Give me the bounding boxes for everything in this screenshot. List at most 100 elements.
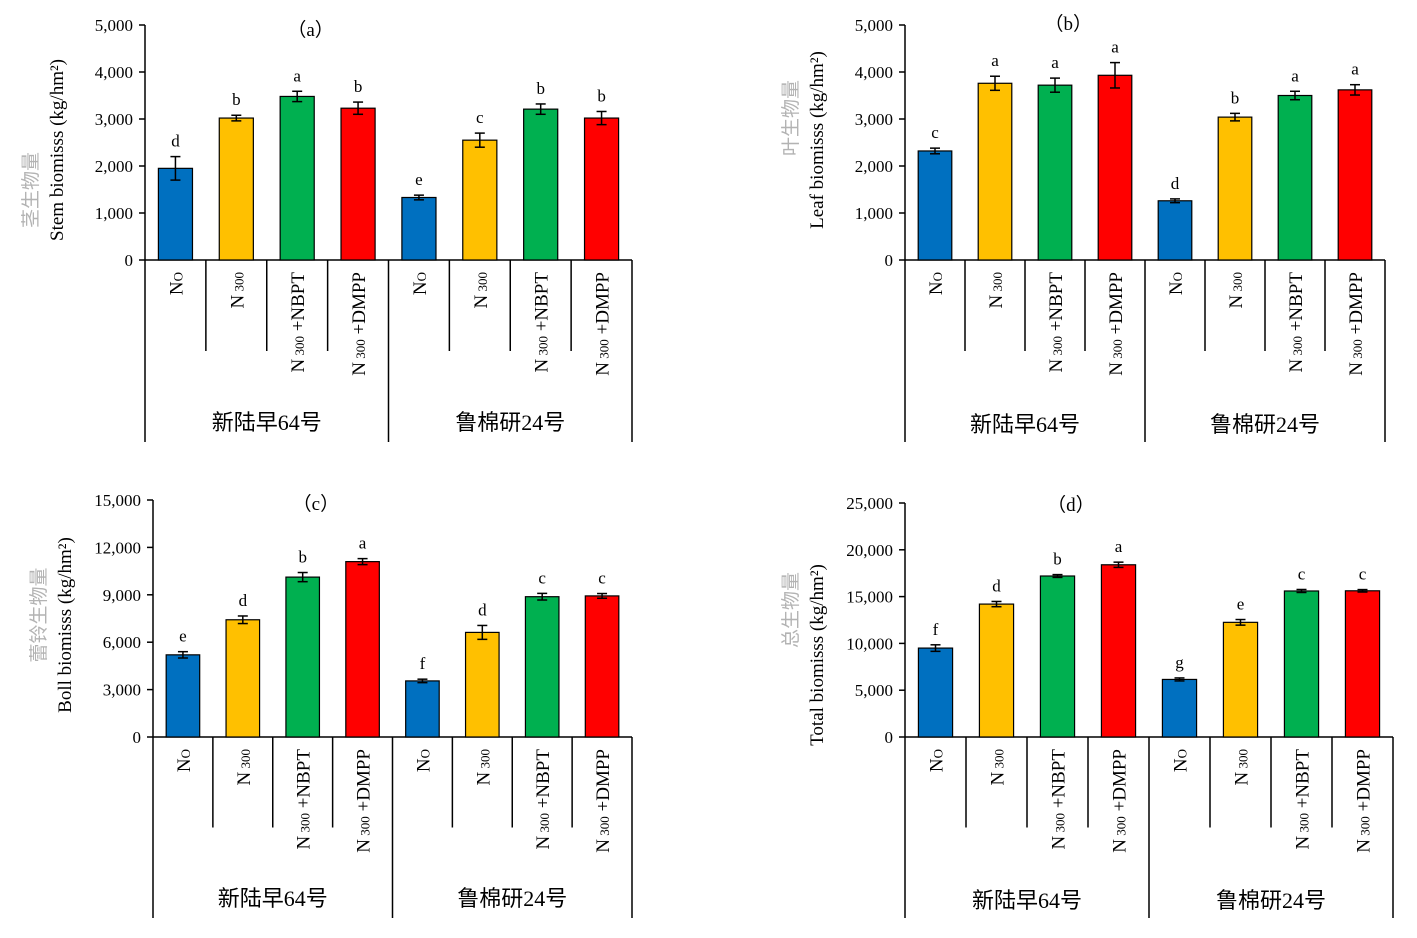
bar [1222,621,1259,738]
category-label-part: 300 [1290,336,1305,359]
bar [1039,575,1076,738]
bar [157,167,194,261]
panel-title: （a） [287,19,333,41]
category-label-part: N [1293,836,1314,850]
category-label-part: N [532,359,553,373]
bar [340,107,376,261]
significance-letter: b [232,90,241,109]
category-label-part: O [930,272,945,281]
category-label: NO [1166,272,1187,295]
category-label: N 300 [986,272,1007,308]
significance-letter: a [1351,60,1359,79]
significance-letter: a [991,51,999,70]
bar [584,595,620,738]
bar [1277,94,1313,261]
category-label-part: O [170,272,185,281]
panel-title: （d） [1047,494,1095,516]
significance-letter: d [478,600,487,619]
category-label-part: N [1110,839,1131,853]
significance-letter: b [1231,88,1240,107]
category-label-part: O [931,749,946,758]
category-label-part: +NBPT [1049,749,1070,813]
category-label-part: +NBPT [1046,272,1067,336]
bar [1097,74,1133,261]
y-axis-label-en: Total biomisss (kg/hm²) [807,564,828,746]
y-axis-label-cn: 蕾铃生物量 [28,567,50,662]
category-label-part: +NBPT [294,749,315,813]
y-tick-label: 3,000 [855,110,893,129]
group-label: 新陆早64号 [972,888,1082,913]
category-label-part: O [417,749,432,758]
panel-title: （b） [1044,13,1092,35]
category-label-part: 300 [1297,813,1312,836]
category-label-part: 300 [1114,816,1129,839]
bar [1037,84,1073,261]
category-label-part: N [288,359,309,373]
category-label-part: N [986,294,1007,308]
chart-panel-d: 0 5,000 10,000 15,000 20,000 25,000 （d） 总生物量 Tot… [780,494,1394,918]
group-label: 新陆早64号 [218,886,328,911]
category-label-part: 300 [1358,816,1373,839]
category-label-part: +DMPP [1354,749,1375,816]
y-tick-label: 0 [885,251,894,270]
category-label-part: N [533,836,554,850]
y-tick-label: 20,000 [846,541,893,560]
significance-letter: c [1359,565,1367,584]
bar [285,576,321,738]
category-label: NO [410,272,431,295]
category-label-part: N [1049,836,1070,850]
category-label-part: N [234,771,255,785]
category-label: N 300 [234,749,255,785]
significance-letter: c [538,568,546,587]
significance-letter: b [298,548,307,567]
category-label-part: N [1046,359,1067,373]
significance-letter: b [597,86,606,105]
category-label: N 300 [1226,272,1247,308]
significance-letter: d [239,591,248,610]
category-label-part: 300 [292,336,307,359]
category-label: N 300 +NBPT [533,749,554,850]
category-label-part: 300 [597,339,612,362]
bar [917,150,953,261]
y-tick-label: 0 [885,728,894,747]
category-label-part: 300 [298,813,313,836]
category-label: NO [413,749,434,772]
chart-panel-c: 0 3,000 6,000 9,000 12,000 15,000 （c） 蕾铃生物量 Boll… [28,491,633,918]
category-label: N 300 +DMPP [1346,272,1367,376]
bar [405,680,440,738]
y-axis-label-en: Leaf biomisss (kg/hm²) [807,51,828,229]
significance-letter: a [293,66,301,85]
significance-letter: a [1111,38,1119,57]
group-label: 鲁棉研24号 [457,886,567,911]
category-label-part: 300 [1350,339,1365,362]
category-label-part: 300 [1230,272,1245,295]
category-label-part: N [1166,281,1187,295]
category-label-part: 300 [353,339,368,362]
category-label-part: N [593,839,614,853]
category-label: N 300 +DMPP [1354,749,1375,853]
category-label: NO [1171,749,1192,772]
category-label-part: 300 [992,749,1007,772]
y-tick-label: 4,000 [95,63,133,82]
significance-letter: c [476,108,484,127]
category-label-part: +NBPT [1286,272,1307,336]
significance-letter: a [359,534,367,553]
category-label-part: N [413,758,434,772]
category-label-part: N [1232,771,1253,785]
category-label: N 300 +DMPP [1110,749,1131,853]
category-label-part: N [1286,359,1307,373]
category-label-part: 300 [475,272,490,295]
y-tick-label: 5,000 [855,681,893,700]
category-label: N 300 [473,749,494,785]
y-axis-label-en: Boll biomisss (kg/hm²) [55,537,76,713]
y-tick-label: 9,000 [103,586,141,605]
bar [583,117,620,261]
category-label: NO [927,749,948,772]
category-label-part: N [1226,294,1247,308]
significance-letter: b [536,79,545,98]
category-label-part: 300 [238,749,253,772]
significance-letter: c [931,123,939,142]
category-label: N 300 +NBPT [1293,749,1314,850]
category-label-part: N [349,362,370,376]
